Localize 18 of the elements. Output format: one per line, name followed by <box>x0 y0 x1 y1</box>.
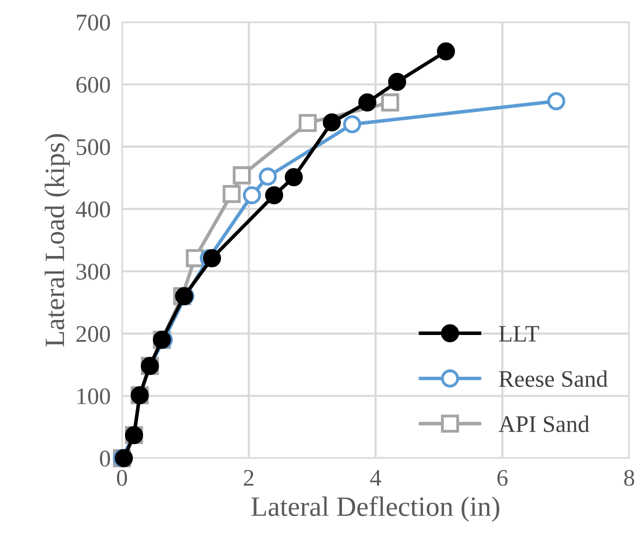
x-tick-label: 2 <box>244 470 254 486</box>
y-tick-label: 500 <box>76 139 110 156</box>
legend-label: API Sand <box>498 416 590 432</box>
x-tick-label: 0 <box>116 470 127 486</box>
x-tick-label: 8 <box>624 470 634 486</box>
x-tick-label: 6 <box>497 470 508 486</box>
y-tick-label: 0 <box>100 450 110 467</box>
y-tick-label: 700 <box>77 14 110 31</box>
x-axis-title: Lateral Deflection (in) <box>251 496 500 522</box>
y-axis-title: Lateral Load (kips) <box>44 134 70 347</box>
x-tick-label: 4 <box>370 470 382 486</box>
y-tick-label: 400 <box>76 201 110 218</box>
y-tick-label: 300 <box>76 264 110 280</box>
legend-label: LLT <box>499 326 540 342</box>
y-tick-label: 100 <box>78 388 110 404</box>
y-tick-label: 200 <box>76 326 110 342</box>
legend-label: Reese Sand <box>499 370 608 387</box>
y-tick-label: 600 <box>76 76 110 93</box>
